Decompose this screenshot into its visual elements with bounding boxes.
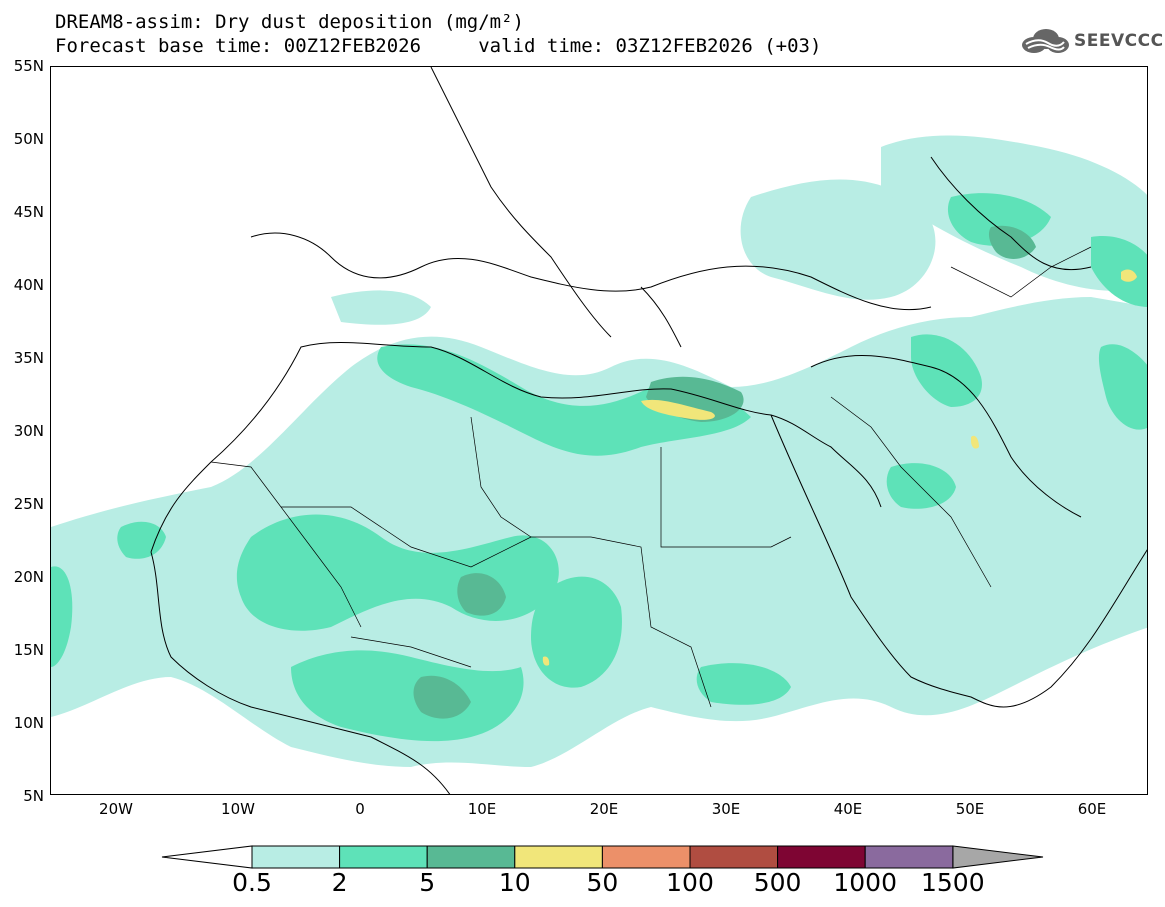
colorbar-segment [251,845,341,869]
map-title: DREAM8-assim: Dry dust deposition (mg/m²… [55,11,524,33]
colorbar-segment [689,845,779,869]
colorbar-level-label: 500 [753,868,802,897]
colorbar-over-triangle [952,845,1044,869]
latitude-label: 10N [13,714,44,732]
longitude-label: 50E [955,800,985,818]
seevccc-logo: SEEVCCC [1018,28,1164,54]
latitude-label: 55N [13,57,44,75]
latitude-label: 30N [13,422,44,440]
latitude-label: 40N [13,276,44,294]
colorbar-level-label: 10 [498,868,531,897]
dust-field-very-strong [542,269,1137,666]
colorbar-segment [426,845,516,869]
colorbar-level-label: 50 [586,868,619,897]
colorbar-segment [339,845,428,869]
colorbar-under-triangle [161,845,253,869]
longitude-label: 30E [711,800,741,818]
latitude-label: 45N [13,203,44,221]
latitude-label: 35N [13,349,44,367]
colorbar-segment [777,845,866,869]
latitude-label: 15N [13,641,44,659]
dust-field-light [51,135,1147,767]
longitude-label: 20E [589,800,619,818]
colorbar-segment [864,845,954,869]
longitude-label: 40E [833,800,863,818]
longitude-label: 20W [99,800,133,818]
logo-text: SEEVCCC [1074,31,1164,51]
colorbar-level-label: 1000 [833,868,897,897]
latitude-label: 5N [23,787,44,805]
latitude-label: 20N [13,568,44,586]
colorbar-level-label: 100 [666,868,714,897]
colorbar-level-label: 2 [331,868,348,897]
longitude-label: 60E [1077,800,1107,818]
latitude-label: 25N [13,495,44,513]
colorbar-level-label: 0.5 [232,868,272,897]
cloud-logo-icon [1022,29,1069,53]
dust-field-strong [413,225,1036,719]
longitude-label: 10W [221,800,255,818]
colorbar-segment [514,845,603,869]
colorbar-level-label: 5 [419,868,436,897]
latitude-label: 50N [13,130,44,148]
map-canvas [51,67,1147,794]
colorbar [161,845,1044,869]
country-borders [210,246,1092,708]
colorbar-segment [601,845,691,869]
longitude-label: 0 [355,800,365,818]
coastlines [150,67,1147,794]
longitude-label: 10E [467,800,497,818]
map-subtitle-times: Forecast base time: 00Z12FEB2026 valid t… [55,35,822,57]
colorbar-level-label: 1500 [920,868,985,897]
map-area [50,66,1148,795]
